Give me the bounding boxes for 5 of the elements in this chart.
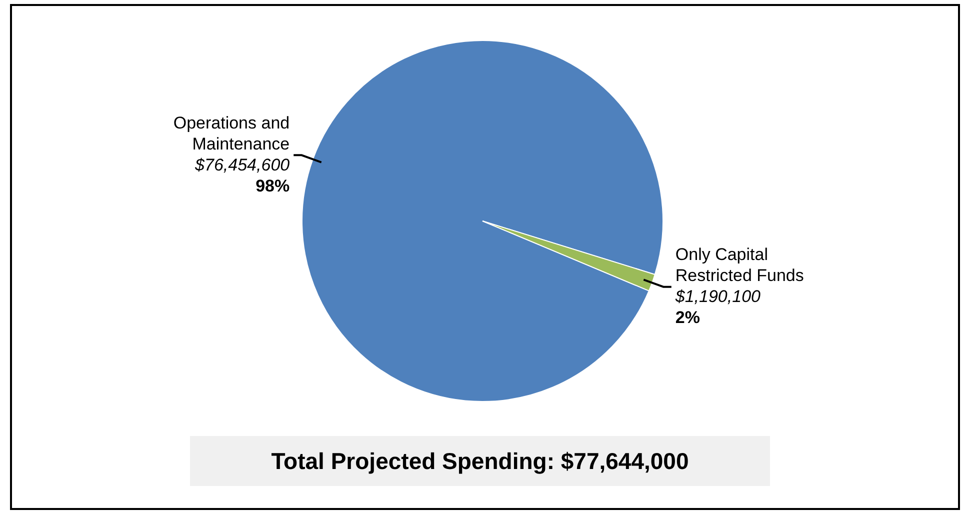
text: Total Projected Spending: $77,644,000	[190, 436, 770, 486]
slice-label: Only Capital Restricted Funds	[675, 245, 804, 286]
data-label: $1,190,100 2%	[674, 287, 762, 328]
slice-label: Operations and Maintenance	[173, 113, 290, 154]
data-label: $76,454,600 98%	[194, 155, 290, 196]
